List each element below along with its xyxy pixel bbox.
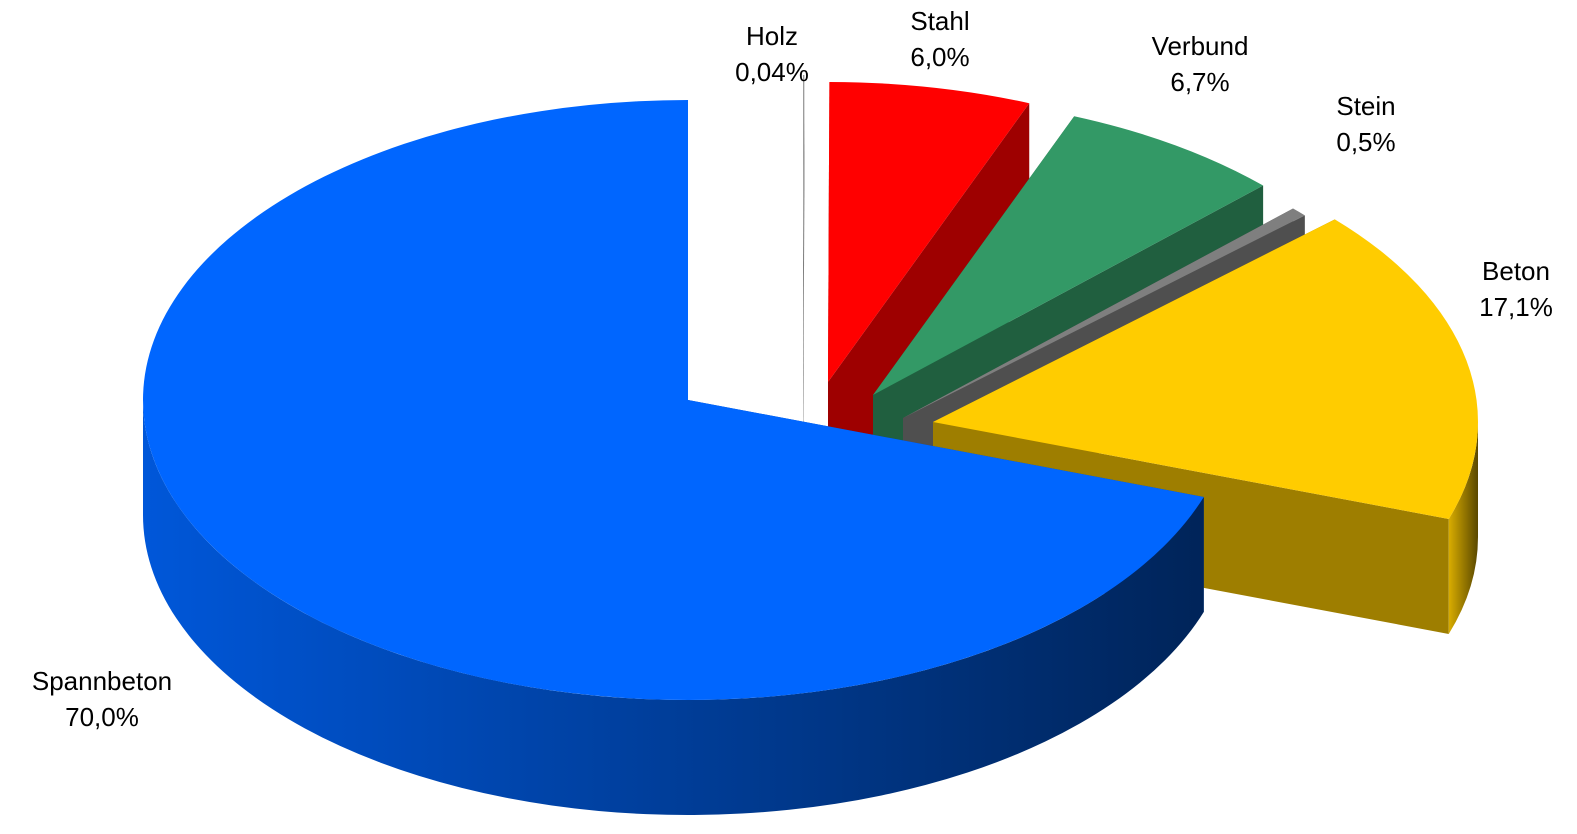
pie-slice-side [143, 400, 1204, 816]
slice-label: Verbund [1152, 31, 1249, 61]
slice-label: Spannbeton [32, 666, 172, 696]
slice-label: Holz [746, 21, 798, 51]
pie-slice-stein [903, 208, 1305, 418]
pie-slice-stahl [828, 82, 1030, 382]
pie-slice-verbund [873, 116, 1264, 395]
slice-value: 17,1% [1479, 292, 1553, 322]
slice-label: Stahl [910, 6, 969, 36]
pie-slice-side [1448, 422, 1478, 634]
slice-value: 0,5% [1336, 127, 1395, 157]
pie-slice-beton [933, 219, 1479, 519]
slice-label: Beton [1482, 256, 1550, 286]
pie-slice-holz [803, 75, 805, 375]
pie-slice-spannbeton [143, 100, 1204, 700]
slice-value: 0,04% [735, 57, 809, 87]
pie-slice-wall [803, 75, 805, 490]
slice-value: 70,0% [65, 702, 139, 732]
slice-label: Stein [1336, 91, 1395, 121]
slice-value: 6,7% [1170, 67, 1229, 97]
slice-value: 6,0% [910, 42, 969, 72]
